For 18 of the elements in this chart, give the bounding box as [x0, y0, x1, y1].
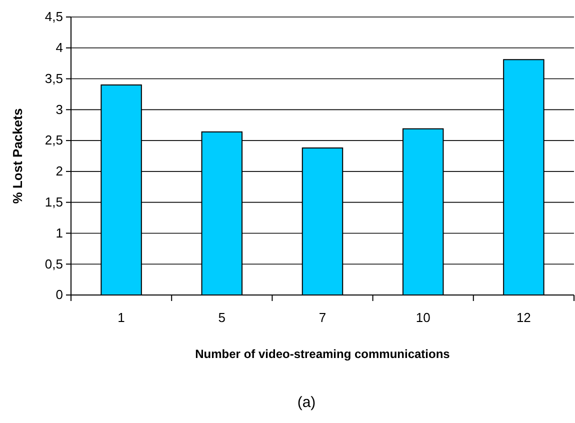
x-tick-label: 1 [118, 310, 125, 325]
y-axis-title: % Lost Packets [10, 108, 25, 204]
y-tick-label: 2 [56, 164, 63, 179]
text: (a) [297, 394, 316, 411]
y-tick-label: 0 [56, 287, 63, 302]
x-tick-label: 10 [416, 310, 430, 325]
y-tick-label: 3,5 [44, 70, 63, 86]
x-tick-label: 12 [516, 310, 531, 325]
y-tick-label: 2,5 [44, 132, 63, 148]
x-tick-label: 5 [218, 310, 226, 325]
y-tick-label: 4 [56, 40, 63, 56]
y-tick-label: 0,5 [44, 256, 63, 272]
x-tick-label: 7 [318, 310, 326, 325]
y-tick-label: 1 [56, 225, 63, 240]
y-tick-label: 1,5 [44, 194, 63, 210]
x-axis-title: Number of video-streaming communications [195, 347, 450, 361]
y-tick-label: 4,5 [44, 9, 63, 24]
y-tick-label: 3 [56, 102, 63, 117]
